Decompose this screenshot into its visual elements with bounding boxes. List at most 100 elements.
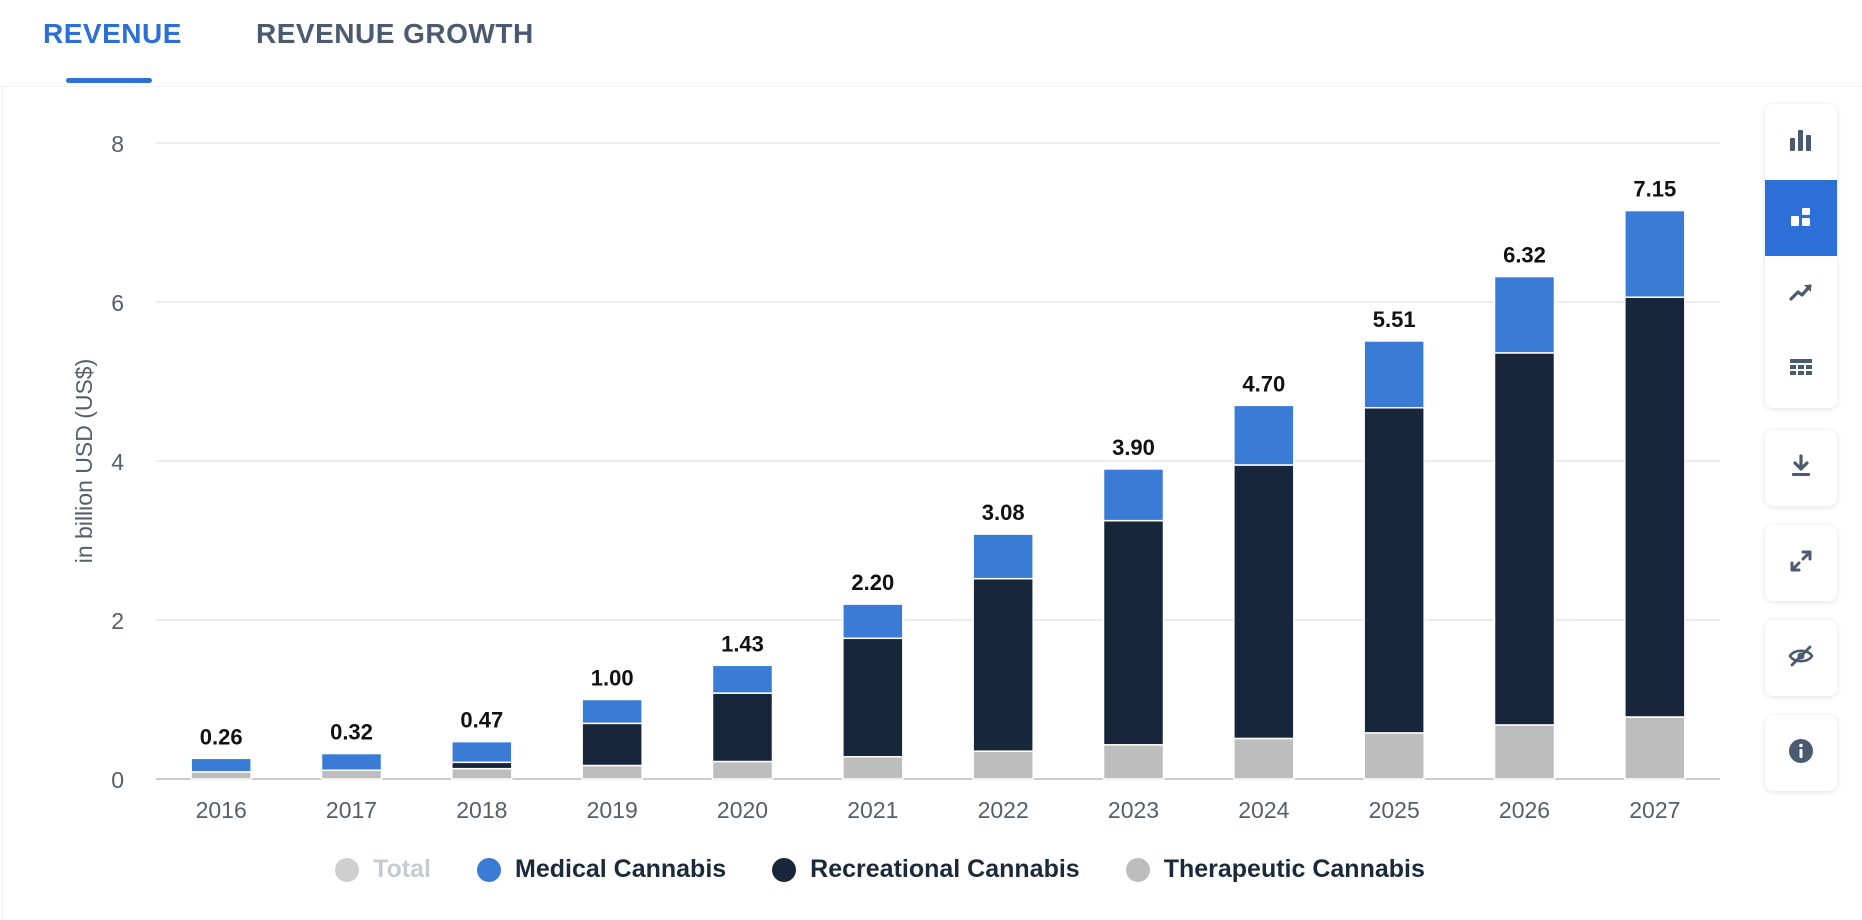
- toolbar-group: [1765, 620, 1837, 696]
- legend-dot-medical: [477, 857, 501, 882]
- bar-medical-cannabis-2022: [972, 533, 1034, 580]
- legend-item-recreational[interactable]: Recreational Cannabis: [772, 855, 1080, 884]
- x-tick-label: 2016: [196, 797, 247, 823]
- x-tick-label: 2025: [1369, 797, 1420, 823]
- total-data-label: 2.20: [851, 570, 894, 595]
- legend-label-total: Total: [373, 855, 431, 883]
- bar-therapeutic-cannabis-2018: [451, 767, 513, 780]
- bar-recreational-cannabis-2021: [842, 637, 904, 758]
- bar-therapeutic-cannabis-2021: [842, 755, 904, 780]
- bar-recreational-cannabis-2025: [1363, 406, 1425, 734]
- bar-medical-cannabis-2016: [190, 757, 252, 773]
- bar-medical-cannabis-2021: [842, 603, 904, 640]
- table-button[interactable]: [1765, 332, 1837, 408]
- y-tick-label: 2: [111, 608, 124, 634]
- bar-recreational-cannabis-2019: [581, 722, 643, 767]
- tab-bar: REVENUE REVENUE GROWTH: [0, 0, 1862, 87]
- total-data-label: 6.32: [1503, 243, 1546, 268]
- active-tab-indicator: [66, 78, 152, 83]
- legend-label-recreational: Recreational Cannabis: [810, 855, 1080, 883]
- bar-therapeutic-cannabis-2025: [1363, 732, 1425, 780]
- bar-medical-cannabis-2024: [1233, 404, 1295, 466]
- legend-item-medical[interactable]: Medical Cannabis: [477, 855, 726, 884]
- bar-chart-button[interactable]: [1765, 104, 1837, 180]
- total-data-label: 0.26: [200, 724, 243, 749]
- x-tick-label: 2022: [978, 797, 1029, 823]
- bar-therapeutic-cannabis-2016: [190, 771, 252, 780]
- bar-recreational-cannabis-2027: [1624, 296, 1686, 718]
- x-tick-label: 2026: [1499, 797, 1550, 823]
- x-tick-label: 2018: [456, 797, 507, 823]
- bar-therapeutic-cannabis-2020: [711, 760, 774, 780]
- bar-recreational-cannabis-2024: [1233, 464, 1295, 740]
- bar-recreational-cannabis-2020: [711, 692, 774, 763]
- bar-therapeutic-cannabis-2027: [1624, 716, 1686, 780]
- bar-medical-cannabis-2023: [1102, 468, 1165, 522]
- bar-chart-icon: [1788, 127, 1814, 158]
- bar-medical-cannabis-2019: [581, 698, 643, 725]
- bar-therapeutic-cannabis-2026: [1493, 724, 1556, 780]
- tab-revenue-growth[interactable]: REVENUE GROWTH: [256, 18, 534, 49]
- info-icon: [1788, 738, 1814, 769]
- bar-recreational-cannabis-2026: [1493, 352, 1556, 726]
- bar-therapeutic-cannabis-2017: [320, 769, 383, 780]
- hide-icon: [1788, 643, 1814, 674]
- x-tick-label: 2021: [847, 797, 898, 823]
- bar-recreational-cannabis-2023: [1102, 519, 1165, 746]
- x-tick-label: 2023: [1108, 797, 1159, 823]
- toolbar-group: [1765, 715, 1837, 791]
- panel-border: [2, 86, 3, 920]
- toolbar-group: [1765, 525, 1837, 601]
- legend-dot-therapeutic: [1125, 857, 1150, 882]
- legend-item-total[interactable]: Total: [335, 855, 431, 884]
- total-data-label: 7.15: [1633, 177, 1676, 202]
- bar-medical-cannabis-2020: [711, 664, 774, 694]
- stacked-bar-icon: [1788, 203, 1814, 234]
- x-tick-label: 2027: [1629, 797, 1680, 823]
- y-tick-label: 8: [111, 131, 124, 157]
- toolbar-group: [1765, 104, 1837, 408]
- bar-therapeutic-cannabis-2024: [1233, 737, 1295, 780]
- tab-revenue[interactable]: REVENUE: [43, 18, 182, 49]
- x-tick-label: 2024: [1238, 797, 1289, 823]
- y-tick-label: 0: [111, 767, 124, 793]
- legend-item-therapeutic[interactable]: Therapeutic Cannabis: [1125, 855, 1425, 884]
- table-icon: [1788, 355, 1814, 386]
- download-icon: [1788, 453, 1814, 484]
- y-tick-label: 6: [111, 290, 124, 316]
- legend-label-medical: Medical Cannabis: [515, 855, 727, 883]
- y-axis-title: in billion USD (US$): [71, 359, 97, 564]
- total-data-label: 5.51: [1373, 307, 1416, 332]
- stacked-bar-button[interactable]: [1765, 180, 1837, 256]
- expand-icon: [1788, 548, 1814, 579]
- legend-label-therapeutic: Therapeutic Cannabis: [1163, 855, 1425, 883]
- total-data-label: 1.00: [591, 666, 634, 691]
- download-button[interactable]: [1765, 430, 1837, 506]
- hide-button[interactable]: [1765, 620, 1837, 696]
- total-data-label: 0.32: [330, 720, 373, 745]
- legend-dot-total: [335, 857, 360, 882]
- bar-recreational-cannabis-2022: [972, 577, 1034, 752]
- bar-recreational-cannabis-2018: [451, 761, 513, 770]
- bar-therapeutic-cannabis-2022: [972, 750, 1034, 780]
- info-button[interactable]: [1765, 715, 1837, 791]
- y-tick-label: 4: [111, 449, 124, 475]
- bar-therapeutic-cannabis-2023: [1102, 744, 1165, 780]
- toolbar-group: [1765, 430, 1837, 506]
- total-data-label: 1.43: [721, 631, 764, 656]
- bar-medical-cannabis-2027: [1624, 209, 1686, 298]
- trend-line-icon: [1788, 279, 1814, 310]
- expand-button[interactable]: [1765, 525, 1837, 601]
- x-tick-label: 2017: [326, 797, 377, 823]
- chart-legend: Total Medical Cannabis Recreational Cann…: [0, 855, 1760, 884]
- total-data-label: 0.47: [460, 708, 503, 733]
- bar-medical-cannabis-2018: [451, 740, 513, 764]
- revenue-chart: 0 2 4 6 8 in billion USD (US$) 0.26 2016 0.32 201…: [71, 131, 1720, 823]
- trend-line-button[interactable]: [1765, 256, 1837, 332]
- total-data-label: 4.70: [1242, 371, 1285, 396]
- bar-medical-cannabis-2026: [1493, 275, 1556, 354]
- total-data-label: 3.08: [982, 500, 1025, 525]
- bar-therapeutic-cannabis-2019: [581, 764, 643, 780]
- total-data-label: 3.90: [1112, 435, 1155, 460]
- x-tick-label: 2020: [717, 797, 768, 823]
